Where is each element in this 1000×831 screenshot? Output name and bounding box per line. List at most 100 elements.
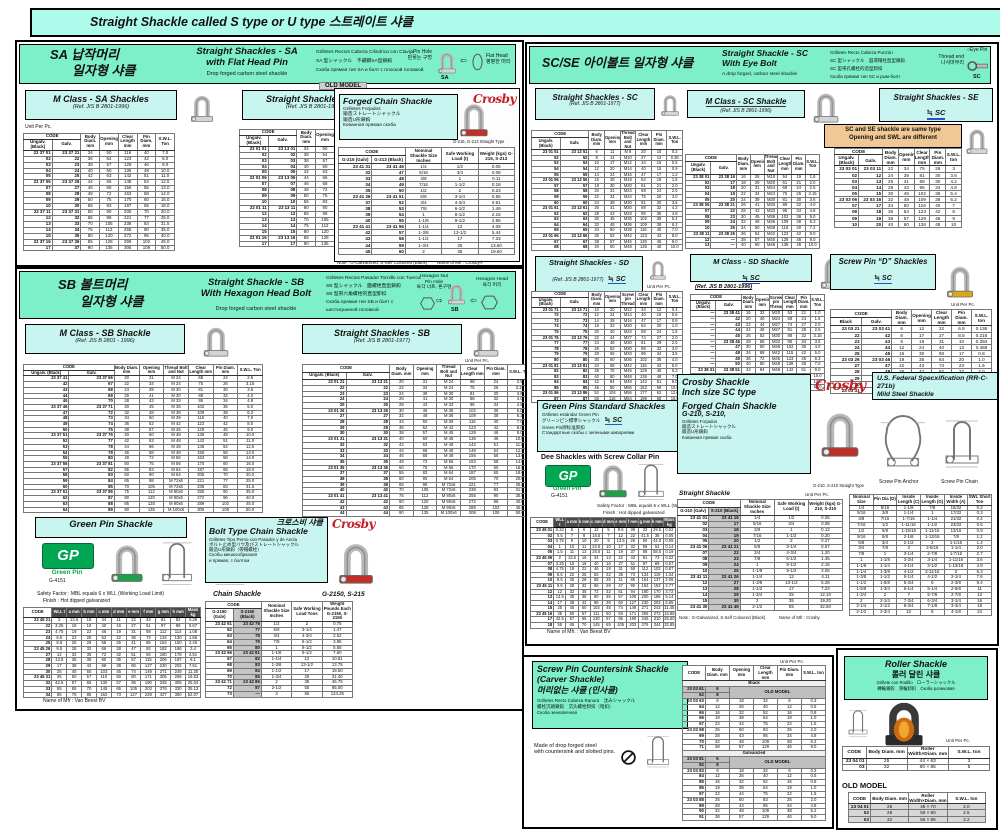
carver-table: CODE Body Diam. mm Opening mm Clear Length … <box>682 664 827 821</box>
sa-mclass-table: CODE Body Diam. mm Opening mm Clear Length … <box>22 133 175 252</box>
gps-mfr: Name of Mfr. : Van Beest BV <box>547 629 611 635</box>
carver-unit-label: Unit Per Pc. <box>780 659 805 664</box>
usfed-cap2: Screw Pin Chain <box>941 479 978 485</box>
sb-straight-title: Straight Shackles - SB <box>333 328 431 338</box>
sc-intl-zh: SC 型帯孔螺栓的造型卸扣 <box>830 66 883 71</box>
sb-intl-ru: Скоба прямая тип SB и болт с <box>326 300 394 305</box>
crosby-logo: Crosby <box>473 92 517 106</box>
greenpin-logo-name: Green Pin <box>51 569 83 576</box>
gps-shackle-icon <box>597 458 629 500</box>
sb-mclass-ref: (Ref. JIS B 2801 - 1996) <box>75 338 135 345</box>
top-banner: Straight Shackle called S type or U type… <box>30 8 1000 37</box>
sa-mclass-box: M Class - SA Shackles (Ref. JIS B 2801-1… <box>25 90 177 120</box>
screw-pin-anchor-icon <box>879 404 927 476</box>
crosby-sc-es: Grilletes Forjados <box>682 419 718 425</box>
screw-pin-chain-icon <box>942 404 982 476</box>
sd-unit-label: Unit Per Pc. <box>647 284 672 289</box>
sd-table: CODE Body Diam. mm Opening mm Screw pin Thr… <box>530 291 683 403</box>
sc-intl-ja: SC 型シャックル 圓環帽栓直型鎖鈎 <box>830 58 905 63</box>
bolt-title: Bolt Type Chain Shackle <box>209 526 308 537</box>
sa-band: SA 납작머리 일자형 샤클 Straight Shackles - SA wi… <box>19 44 516 84</box>
fcs-mfr: Name of Mfr : Crosby® <box>437 260 484 265</box>
sb-straight-box: Straight Shackles - SB (Ref. JIS B 2801-… <box>302 324 462 354</box>
crosby-mfr: Name of Mfr : Crosby <box>779 615 820 620</box>
flat-head-icon <box>471 50 484 74</box>
sa-intl-ja: SA 型シャックル 不鏽鋼SA型鎖鈎 <box>316 59 393 64</box>
sa-title2: 일자형 샤클 <box>72 63 136 78</box>
sc-mclass-ref: (Ref. JIS B 2801-1996) <box>720 108 772 115</box>
sa-mclass-title: M Class - SA Shackles <box>53 94 149 104</box>
sa-subtitle: Straight Shackles - SA <box>196 46 298 57</box>
spd-box: Screw Pin “D” Shackles ≒ SC <box>830 254 936 290</box>
crosby-sc-box: Crosby Shackle Inch size SC type Forged … <box>677 374 811 474</box>
sd-equiv: ≒ SC <box>608 275 626 284</box>
sa-intl-es: Grilletes Rectos Cabeza Cilindrica con C… <box>316 50 414 55</box>
usfed-subtitle: Mild Steel Shackle <box>877 390 934 398</box>
spd-equiv: ≒ SC <box>874 275 892 284</box>
sb-hexhead-label: Hexagon Head 육각 머리 <box>475 277 508 288</box>
msd-title: M Class - SD Shackle <box>713 257 789 266</box>
sa-pinhole-label: Pin Hole 핀꽂는 구멍 <box>407 49 432 61</box>
crosby-210-shackle-icon <box>819 400 861 464</box>
spd-title: Screw Pin “D” Shackles <box>838 257 928 266</box>
gp-finish-note: Finish : Hot dipped galvanized <box>43 598 110 604</box>
sb-intl-es: Grilletes Rectos Pasador Tornillo con Tu… <box>326 276 421 281</box>
sb-band: SB 볼트머리 일자형 샤클 Straight Shackle - SB Wit… <box>19 271 516 319</box>
spd-shackle-icon <box>945 260 975 300</box>
roller-es: Grillete con Rodillo ローラーシャックル <box>876 680 956 685</box>
gps-zh: Green Pin牌标准卸扣 <box>542 424 585 430</box>
sa-tag: SA <box>441 75 449 81</box>
bolt-ru2: и прямая, с болтом <box>209 557 250 563</box>
sb-panel: SB 볼트머리 일자형 샤클 Straight Shackle - SB Wit… <box>15 267 532 711</box>
forged-chain-panel: Forged Chain Shackle Grilletes Forjados … <box>334 88 520 262</box>
carver-t3: 머리없는 샤클 (민사클) <box>537 685 618 695</box>
crosby-logo: Crosby <box>332 517 376 531</box>
roller-old-label: OLD MODEL <box>842 781 887 790</box>
sb-title2: 일자형 샤클 <box>80 294 144 309</box>
se-title: Straight Shackles - SE <box>893 93 979 102</box>
crosby-sc-ja: 鍛造ストレートシャックル <box>682 424 736 430</box>
sc-m-shackle-icon <box>812 86 840 126</box>
sa-intl-ru: Скоба прямая тип SA и болт с плоской гол… <box>316 68 424 73</box>
carver-ru: Скоба зенковочная <box>537 710 578 715</box>
usfed-cap1: Screw Pin Anchor <box>879 479 919 485</box>
sc-straight-ref: (Ref. JIS B 2801-1977) <box>569 101 621 108</box>
arrow-right-icon: ⇨ <box>436 296 443 305</box>
roller-zh: 轉輪鎖鈎 滑輪卸扣 Скоба роликовая <box>877 686 955 691</box>
hex-nut-icon <box>420 296 435 311</box>
sc-straight-title: Straight Shackles - SC <box>552 93 638 102</box>
sa-mclass-ref: (Ref. JIS B 2801-1996) <box>72 104 130 111</box>
greenpin-title: Green Pin Shackle <box>69 519 153 530</box>
crosby-sc-t1: Crosby Shackle <box>682 377 750 387</box>
gps-dee-label: Dee Shackles with Screw Collar Pin <box>541 454 660 461</box>
gps-ja: グリーンピン標準シャックル <box>542 417 601 423</box>
sa-straight-title: Straight Shackles - SA <box>265 94 363 104</box>
sb-subtitle2: With Hexagon Head Bolt <box>200 288 312 299</box>
crosby-sc-t2: Inch size SC type <box>682 387 757 398</box>
sb-m-shackle-icon <box>202 321 230 359</box>
sd-shackle-icon <box>649 256 667 282</box>
se-shackle-icon <box>965 124 989 156</box>
fcs-title: Forged Chain Shackle <box>343 96 433 106</box>
carver-title-box: Screw Pin Countersink Shackle (Carver Sh… <box>532 661 688 729</box>
sb-shackle-icon <box>447 280 466 306</box>
gp-safety-note: Safety Factor : MBL equals 6 x WLL (Work… <box>37 591 165 597</box>
roller-panel: Roller Shackle 롤러 달린 샤클 Grillete con Rod… <box>836 648 998 830</box>
greenpin-shackle-icon <box>109 537 145 585</box>
sb-subtitle3: Drop forged carbon steel shackle <box>215 306 297 312</box>
sb-intl-ja: SB 型シャックル 圓螺栓直型鎖鈎 <box>326 284 401 289</box>
greenpin-logo-name: Green Pin <box>552 486 582 492</box>
fcs-ja: 鍛造ストレートシャックル <box>343 112 401 118</box>
sc-mclass-title: M Class - SC Shackle <box>705 97 787 108</box>
gps-ru: Стандартные скобы с зелеными шкворнями <box>542 430 635 436</box>
sa-subtitle2: with Flat Head Pin <box>206 57 288 68</box>
greenpin-header-box: Green Pin Shackle <box>35 517 187 538</box>
crosby-210-caption: G-210, S-210 Straight Type <box>813 483 864 488</box>
crosby-210-table: CODE Nominal Shackle Size Inches Safe Work… <box>676 499 844 611</box>
sa-panel: SA 납작머리 일자형 샤클 Straight Shackles - SA wi… <box>15 40 524 267</box>
sc-subtitle3: A drop forged, carbon steel shackle <box>722 72 798 77</box>
usfed-title: U.S. Federal Specxification (RR-C-271b) <box>877 375 988 390</box>
sc-tag: SC <box>973 74 981 80</box>
